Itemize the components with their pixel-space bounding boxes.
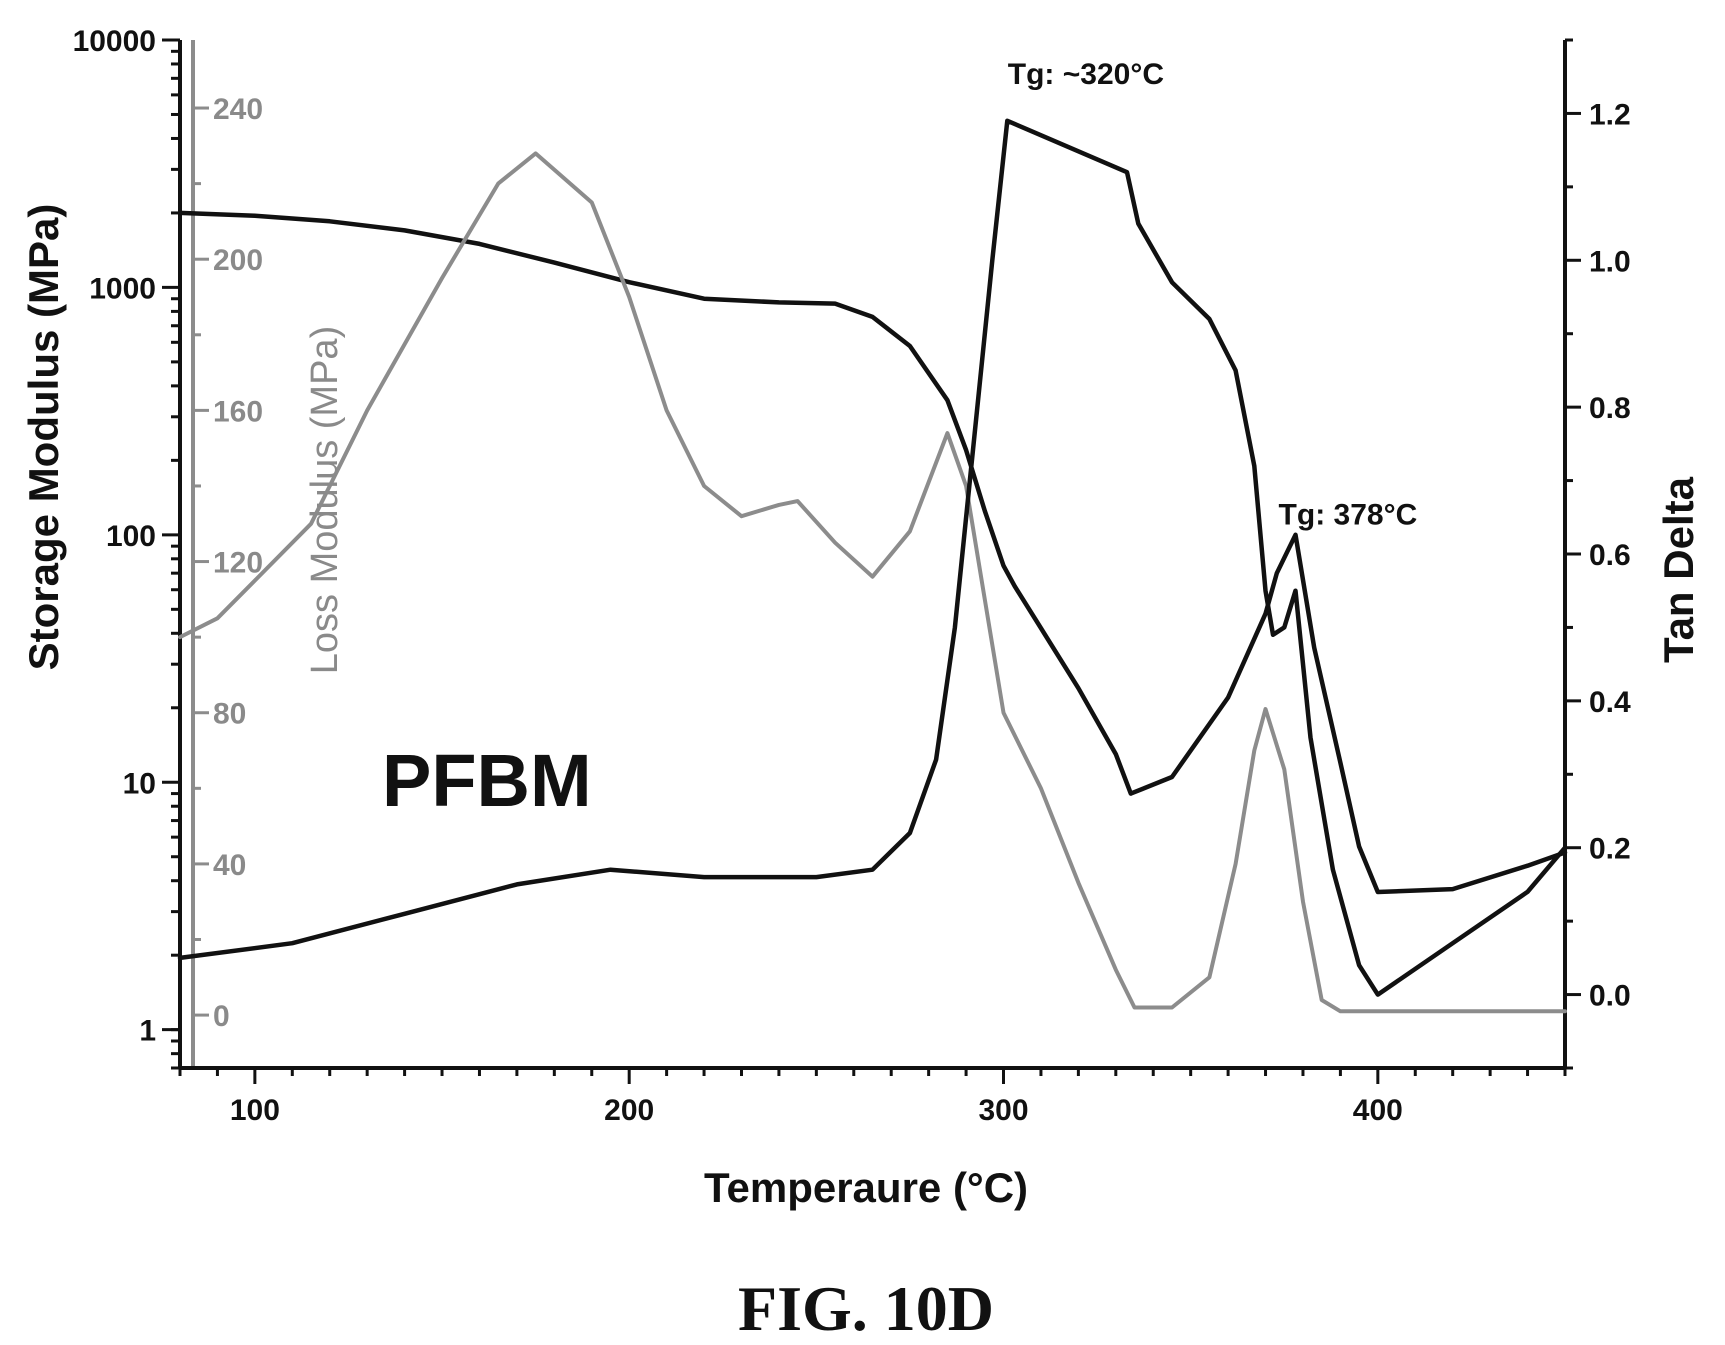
storage-axis-title: Storage Modulus (MPa) [20,204,67,671]
loss-curve [178,151,1567,1014]
tg-annotation-378: Tg: 378°C [1279,499,1418,532]
tan-curve [177,118,1568,997]
tg-annotation-320: Tg: ~320°C [1008,58,1164,91]
x-tick-label: 400 [1353,1094,1403,1127]
storage-axis-ticks: 1 10 100 1000 10000 [73,25,180,1070]
plot-frame [178,40,1567,1070]
loss-tick-label: 40 [213,849,246,882]
x-tick-label: 100 [230,1094,280,1127]
loss-tick-label: 80 [213,698,246,731]
figure-label: FIG. 10D [738,1273,994,1344]
loss-tick-label: 200 [213,244,263,277]
loss-axis-title: Loss Modulus (MPa) [304,326,346,674]
tan-tick-label: 1.2 [1589,98,1631,131]
tan-tick-label: 0.0 [1589,980,1631,1013]
storage-curve [177,210,1568,895]
storage-tick-label: 1000 [89,272,156,305]
tan-axis-title: Tan Delta [1655,476,1702,663]
loss-tick-label: 120 [213,547,263,580]
tan-axis-ticks: 0.0 0.2 0.4 0.6 0.8 1.0 1.2 [1565,38,1631,1070]
loss-tick-label: 0 [213,1000,230,1033]
x-tick-label: 200 [604,1094,654,1127]
storage-tick-label: 1 [139,1015,156,1048]
sample-label: PFBM [382,739,592,822]
tan-tick-label: 0.8 [1589,392,1631,425]
tan-tick-label: 1.0 [1589,245,1631,278]
x-axis-ticks: 100 200 300 400 [178,1068,1567,1127]
curves-group [177,118,1568,1014]
storage-tick-label: 100 [106,520,156,553]
tan-tick-label: 0.2 [1589,833,1631,866]
tan-tick-label: 0.4 [1589,686,1631,719]
x-axis-title: Temperaure (°C) [704,1164,1028,1211]
loss-axis-ticks: 0 40 80 120 160 200 240 [193,93,263,1033]
loss-tick-label: 160 [213,395,263,428]
loss-tick-label: 240 [213,93,263,126]
storage-tick-label: 10 [123,767,156,800]
storage-tick-label: 10000 [73,25,156,58]
x-tick-label: 300 [978,1094,1028,1127]
tan-tick-label: 0.6 [1589,539,1631,572]
